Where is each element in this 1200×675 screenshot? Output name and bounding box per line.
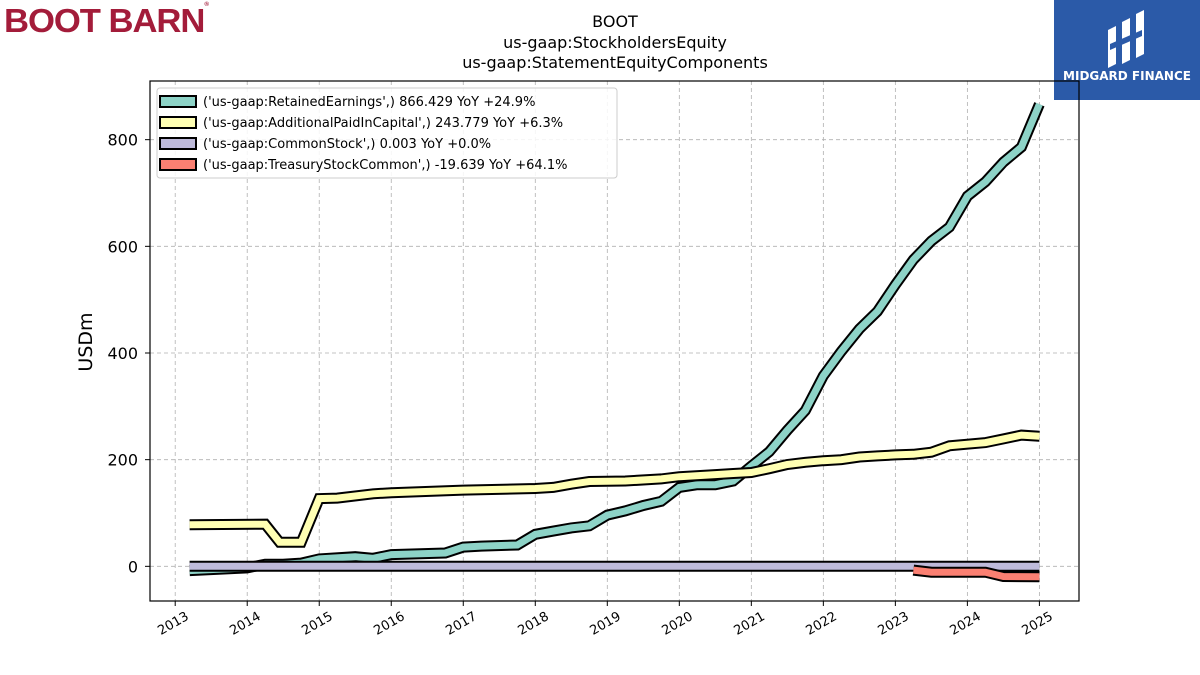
y-tick-label: 0 (128, 557, 138, 576)
title-line-1: BOOT (592, 12, 638, 31)
partner-name: MIDGARD FINANCE (1063, 69, 1191, 83)
midgard-emblem-icon (1108, 10, 1144, 68)
x-tick-label: 2022 (804, 609, 840, 639)
series-retained-earnings (189, 102, 1045, 577)
legend: ('us-gaap:RetainedEarnings',) 866.429 Yo… (156, 87, 618, 179)
x-tick-label: 2018 (515, 609, 551, 639)
title-line-2: us-gaap:StockholdersEquity (503, 33, 727, 52)
legend-swatch-common-stock (159, 137, 197, 150)
legend-label-treasury-stock-common: ('us-gaap:TreasuryStockCommon',) -19.639… (203, 158, 567, 173)
boot-barn-logo: BOOT BARN® (4, 2, 209, 40)
chart-title: BOOT us-gaap:StockholdersEquity us-gaap:… (462, 12, 768, 72)
brand-name: BOOT BARN (4, 2, 205, 39)
x-tick-label: 2014 (227, 609, 263, 639)
series-lines (189, 102, 1045, 583)
x-tick-label: 2017 (443, 609, 479, 639)
legend-box (156, 87, 618, 179)
legend-swatch-treasury-stock-common (159, 158, 197, 171)
legend-label-additional-paid-in-capital: ('us-gaap:AdditionalPaidInCapital',) 243… (203, 116, 563, 131)
legend-label-retained-earnings: ('us-gaap:RetainedEarnings',) 866.429 Yo… (203, 95, 535, 110)
x-tick-label: 2019 (587, 609, 623, 639)
x-tick-label: 2016 (371, 609, 407, 639)
x-tick-label: 2023 (876, 609, 912, 639)
x-tick-label: 2020 (659, 609, 695, 639)
y-tick-label: 400 (107, 344, 138, 363)
series-line-treasury-stock-common (912, 566, 1040, 581)
legend-swatch-retained-earnings (159, 95, 197, 108)
registered-mark: ® (204, 2, 210, 8)
series-additional-paid-in-capital (189, 429, 1040, 548)
midgard-finance-logo: MIDGARD FINANCE (1054, 0, 1200, 100)
series-treasury-stock-common (912, 564, 1040, 583)
x-tick-label: 2025 (1020, 609, 1056, 639)
y-tick-label: 600 (107, 237, 138, 256)
series-line-additional-paid-in-capital (189, 431, 1040, 546)
legend-swatch-additional-paid-in-capital (159, 116, 197, 129)
y-tick-label: 800 (107, 131, 138, 150)
x-tick-label: 2015 (299, 609, 335, 639)
x-tick-label: 2013 (155, 609, 191, 639)
series-line-retained-earnings (189, 102, 1043, 575)
x-tick-label: 2024 (948, 609, 984, 639)
y-axis-label: USDm (75, 312, 97, 371)
x-tick-label: 2021 (731, 609, 767, 639)
y-tick-label: 200 (107, 451, 138, 470)
plot-frame (149, 80, 1080, 602)
title-line-3: us-gaap:StatementEquityComponents (462, 53, 768, 72)
legend-label-common-stock: ('us-gaap:CommonStock',) 0.003 YoY +0.0% (203, 137, 491, 152)
